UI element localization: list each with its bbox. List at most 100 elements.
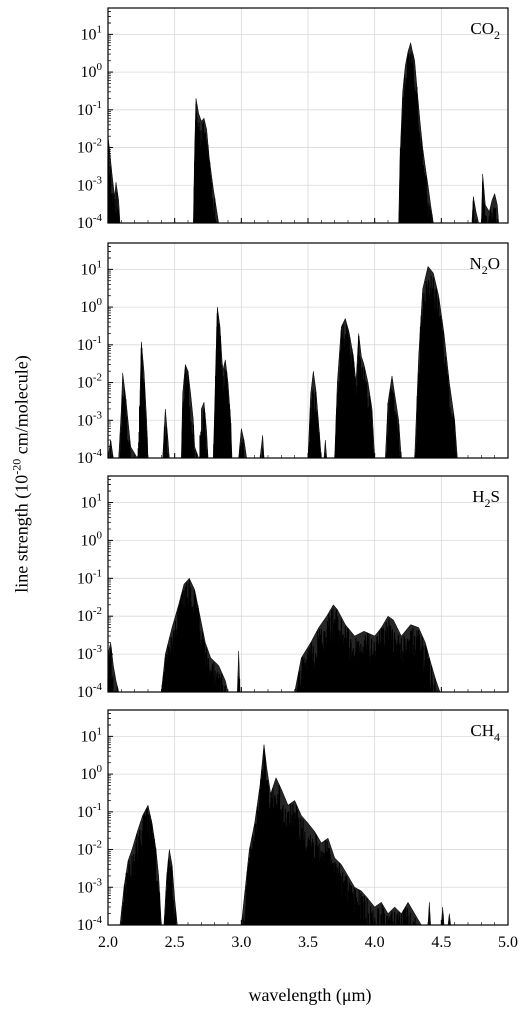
y-axis-title: line strength (10-20 cm/molecule) — [10, 355, 33, 592]
molecule-label-post: S — [491, 487, 500, 506]
y-tick-base: 10 — [77, 102, 93, 119]
y-tick-base: 10 — [77, 375, 93, 392]
y-tick-base: 10 — [77, 917, 93, 934]
molecule-label-main: H — [472, 487, 484, 506]
y-tick-exponent: -4 — [93, 681, 103, 693]
band-envelope — [414, 265, 458, 459]
x-tick-label: 5.0 — [498, 934, 518, 951]
y-tick-exponent: -4 — [93, 212, 103, 224]
molecule-label: H2S — [472, 487, 500, 510]
y-tick-label: 100 — [81, 296, 103, 316]
band-envelope — [334, 317, 375, 459]
y-tick-label: 10-4 — [77, 447, 103, 467]
y-tick-label: 101 — [81, 258, 103, 278]
y-tick-label: 10-3 — [77, 643, 103, 663]
y-tick-exponent: -1 — [93, 567, 102, 579]
y-tick-label: 10-2 — [77, 137, 102, 157]
y-tick-label: 10-3 — [77, 174, 103, 194]
y-tick-label: 10-1 — [77, 334, 102, 354]
y-tick-label: 10-2 — [77, 839, 102, 859]
y-axis-title-exponent: -20 — [9, 458, 24, 475]
y-tick-base: 10 — [81, 261, 97, 278]
y-tick-exponent: 0 — [97, 61, 103, 73]
y-tick-exponent: 0 — [97, 529, 103, 541]
y-tick-label: 10-3 — [77, 876, 103, 896]
band-envelope — [118, 372, 138, 459]
y-tick-base: 10 — [81, 26, 97, 43]
y-tick-base: 10 — [81, 64, 97, 81]
y-axis-title-wrapper: line strength (10-20 cm/molecule) — [0, 0, 40, 1010]
y-tick-base: 10 — [77, 804, 93, 821]
x-tick-label: 3.0 — [231, 934, 251, 951]
molecule-label: CO2 — [470, 19, 500, 42]
y-tick-exponent: 1 — [97, 23, 103, 35]
y-tick-base: 10 — [77, 450, 93, 467]
molecule-label-post: O — [488, 254, 500, 273]
y-tick-exponent: -2 — [93, 605, 102, 617]
band-envelope — [119, 804, 162, 926]
y-tick-exponent: -4 — [93, 447, 103, 459]
x-tick-label: 4.5 — [431, 934, 451, 951]
y-tick-base: 10 — [81, 532, 97, 549]
band-envelope — [213, 307, 233, 459]
molecule-label-subscript: 2 — [494, 28, 500, 42]
y-tick-exponent: -3 — [93, 409, 103, 421]
band-envelope — [193, 98, 219, 224]
y-tick-exponent: -4 — [93, 914, 103, 926]
y-tick-label: 10-1 — [77, 801, 102, 821]
molecule-label-subscript: 2 — [485, 496, 491, 510]
y-tick-exponent: -2 — [93, 839, 102, 851]
band-envelopes — [119, 744, 451, 926]
band-envelopes — [107, 577, 441, 693]
y-axis-title-suffix: cm/molecule) — [11, 355, 32, 459]
y-tick-label: 10-4 — [77, 212, 103, 232]
band-envelope — [241, 744, 422, 926]
molecule-label: N2O — [469, 254, 500, 277]
y-tick-base: 10 — [77, 337, 93, 354]
y-tick-exponent: 1 — [97, 258, 103, 270]
y-tick-label: 101 — [81, 23, 103, 43]
y-tick-exponent: -3 — [93, 174, 103, 186]
band-envelope — [181, 364, 200, 459]
molecule-label: CH4 — [470, 721, 500, 744]
molecule-label-main: CH — [470, 721, 494, 740]
y-tick-exponent: -2 — [93, 372, 102, 384]
y-axis-title-prefix: line strength (10 — [11, 474, 32, 593]
band-envelope — [398, 42, 434, 224]
y-tick-exponent: -3 — [93, 643, 103, 655]
y-tick-label: 10-2 — [77, 372, 102, 392]
band-envelopes — [107, 265, 458, 459]
y-tick-label: 101 — [81, 491, 103, 511]
y-tick-base: 10 — [77, 684, 93, 701]
y-tick-exponent: 0 — [97, 296, 103, 308]
y-tick-exponent: 1 — [97, 491, 103, 503]
x-tick-label: 4.0 — [365, 934, 385, 951]
band-envelope — [294, 604, 441, 693]
molecule-label-subscript: 2 — [482, 263, 488, 277]
x-axis-title: wavelength (μm) — [248, 985, 372, 1005]
y-tick-base: 10 — [77, 570, 93, 587]
y-tick-exponent: 0 — [97, 763, 103, 775]
y-tick-base: 10 — [81, 766, 97, 783]
y-tick-base: 10 — [81, 728, 97, 745]
y-tick-label: 10-1 — [77, 99, 102, 119]
y-tick-exponent: -2 — [93, 137, 102, 149]
y-tick-base: 10 — [77, 646, 93, 663]
y-tick-base: 10 — [77, 140, 93, 157]
x-tick-label: 2.0 — [98, 934, 118, 951]
y-tick-base: 10 — [77, 177, 93, 194]
y-tick-label: 10-4 — [77, 681, 103, 701]
y-tick-base: 10 — [77, 215, 93, 232]
y-tick-label: 10-3 — [77, 409, 103, 429]
y-tick-label: 10-1 — [77, 567, 102, 587]
y-tick-base: 10 — [77, 879, 93, 896]
x-tick-label: 2.5 — [165, 934, 185, 951]
molecule-label-main: N — [469, 254, 481, 273]
y-tick-exponent: -1 — [93, 801, 102, 813]
y-tick-label: 100 — [81, 763, 103, 783]
